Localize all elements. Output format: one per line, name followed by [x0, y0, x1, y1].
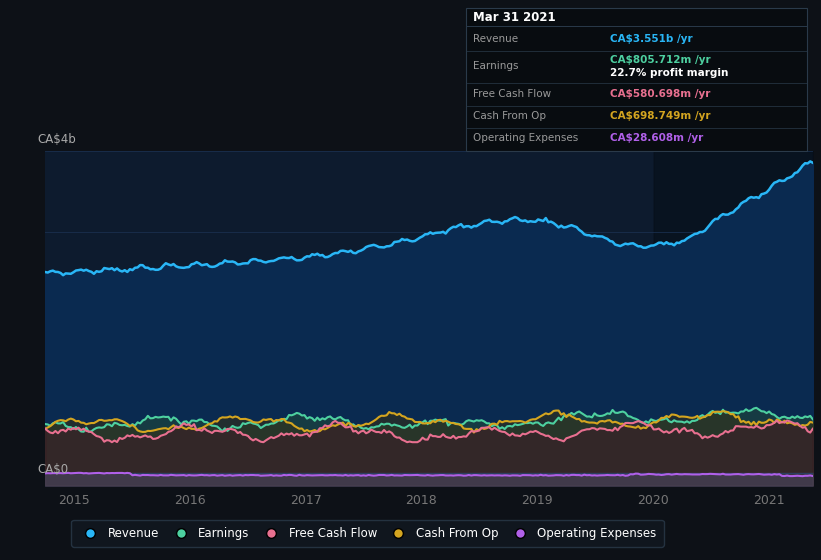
Legend: Revenue, Earnings, Free Cash Flow, Cash From Op, Operating Expenses: Revenue, Earnings, Free Cash Flow, Cash …: [71, 520, 663, 547]
Text: CA$28.608m /yr: CA$28.608m /yr: [610, 133, 704, 143]
Text: CA$0: CA$0: [37, 463, 68, 476]
Text: CA$580.698m /yr: CA$580.698m /yr: [610, 88, 710, 99]
Text: CA$698.749m /yr: CA$698.749m /yr: [610, 111, 710, 121]
Text: Earnings: Earnings: [473, 60, 518, 71]
Text: Mar 31 2021: Mar 31 2021: [473, 11, 556, 24]
Text: Cash From Op: Cash From Op: [473, 111, 546, 121]
Text: CA$4b: CA$4b: [37, 133, 76, 146]
Text: Free Cash Flow: Free Cash Flow: [473, 88, 551, 99]
Text: 22.7% profit margin: 22.7% profit margin: [610, 68, 728, 78]
Text: CA$3.551b /yr: CA$3.551b /yr: [610, 34, 693, 44]
Text: Revenue: Revenue: [473, 34, 518, 44]
Text: Operating Expenses: Operating Expenses: [473, 133, 578, 143]
Text: CA$805.712m /yr: CA$805.712m /yr: [610, 55, 711, 65]
